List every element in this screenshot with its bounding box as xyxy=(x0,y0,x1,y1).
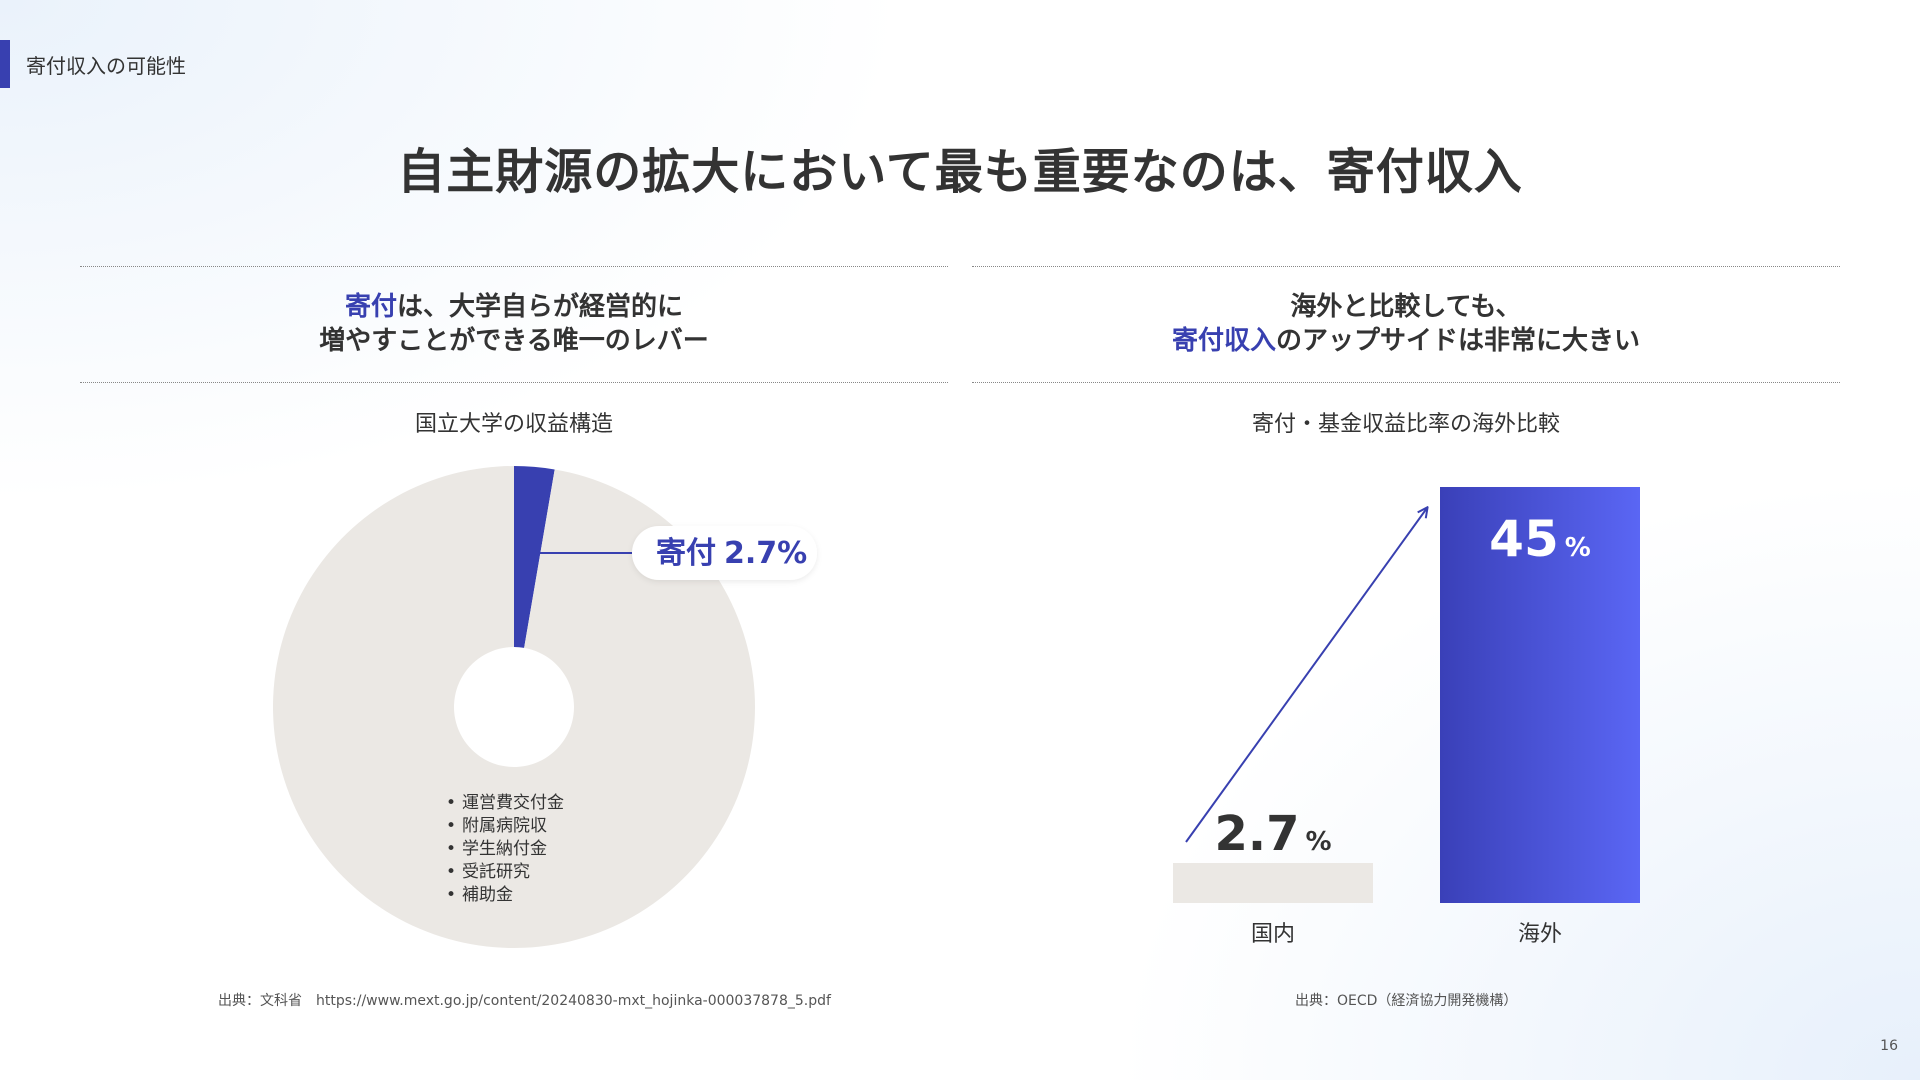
bar-domestic xyxy=(1173,863,1373,903)
left-heading-line1: は、大学自らが経営的に xyxy=(397,292,684,322)
bar-value-label-overseas: 45% xyxy=(1489,510,1591,568)
left-source-note: 出典：文科省 https://www.mext.go.jp/content/20… xyxy=(218,993,831,1009)
pie-slice-donation xyxy=(514,466,555,648)
pie-callout-pill xyxy=(632,526,817,580)
pie-other-items-list: 運営費交付金 附属病院収 学生納付金 受託研究 補助金 xyxy=(446,792,564,907)
section-label: 寄付収入の可能性 xyxy=(26,54,186,78)
left-bottom-divider xyxy=(80,382,948,383)
pie-other-item: 補助金 xyxy=(446,884,564,907)
page-number: 16 xyxy=(1880,1038,1898,1054)
bar-chart-title: 寄付・基金収益比率の海外比較 xyxy=(1251,412,1560,437)
right-heading-line1: 海外と比較しても、 xyxy=(1290,292,1522,322)
bar-value-label-domestic: 2.7% xyxy=(1214,806,1331,862)
pie-other-item: 附属病院収 xyxy=(446,815,564,838)
right-heading-line2: のアップサイドは非常に大きい xyxy=(1276,326,1641,356)
right-top-divider xyxy=(972,266,1840,267)
right-panel-heading: 海外と比較しても、 寄付収入のアップサイドは非常に大きい xyxy=(972,290,1840,358)
page-title: 自主財源の拡大において最も重要なのは、寄付収入 xyxy=(397,144,1523,200)
bar-overseas xyxy=(1440,487,1640,903)
growth-arrow xyxy=(1185,508,1427,843)
pie-callout-dot xyxy=(525,548,535,558)
pie-other-item: 受託研究 xyxy=(446,861,564,884)
right-bottom-divider xyxy=(972,382,1840,383)
section-accent-bar xyxy=(0,40,10,88)
pie-other-item: 運営費交付金 xyxy=(446,792,564,815)
left-panel-heading: 寄付は、大学自らが経営的に 増やすことができる唯一のレバー xyxy=(80,290,948,358)
left-heading-accent: 寄付 xyxy=(344,292,397,322)
right-heading-accent: 寄付収入 xyxy=(1171,326,1276,356)
pie-other-item: 学生納付金 xyxy=(446,838,564,861)
left-heading-line2: 増やすことができる唯一のレバー xyxy=(319,326,709,356)
pie-slice-other xyxy=(272,466,756,949)
bar-x-label: 海外 xyxy=(1517,922,1562,947)
pie-chart-title: 国立大学の収益構造 xyxy=(414,412,613,437)
bar-x-label: 国内 xyxy=(1250,922,1295,947)
left-top-divider xyxy=(80,266,948,267)
right-source-note: 出典：OECD（経済協力開発機構） xyxy=(1295,993,1518,1009)
pie-callout-label: 寄付 2.7% xyxy=(656,536,807,571)
